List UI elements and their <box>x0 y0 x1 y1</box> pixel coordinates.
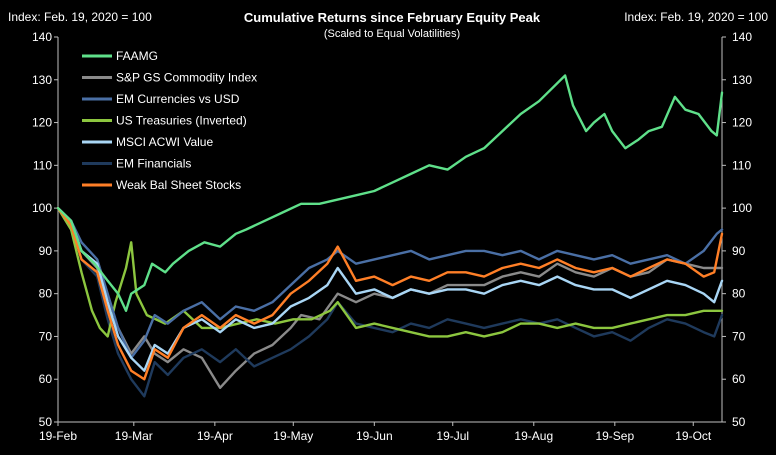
series-line-weak-bal-sheet-stocks <box>56 206 724 381</box>
series-line-faamg <box>56 74 724 312</box>
chart-subtitle: (Scaled to Equal Volatilities) <box>324 28 460 40</box>
x-tick-label: 19-Aug <box>514 429 553 443</box>
y-tick-label-left: 140 <box>32 30 52 44</box>
series-line-us-treasuries-inverted <box>56 206 724 338</box>
series-line-msci-acwi-value <box>56 206 724 372</box>
x-tick-label: 19-Oct <box>675 429 712 443</box>
axes: 50 50 60 60 70 70 80 80 90 90 100 100 110 110 120 120 13… <box>32 30 752 443</box>
y-tick-label-right: 50 <box>732 415 746 429</box>
y-tick-label-left: 110 <box>33 158 52 172</box>
legend-label: FAAMG <box>116 49 158 63</box>
x-tick-label: 19-Sep <box>595 429 634 443</box>
y-tick-label-right: 120 <box>732 116 752 130</box>
y-tick-label-left: 90 <box>39 244 53 258</box>
x-tick-label: 19-May <box>273 429 313 443</box>
x-tick-label: 19-Apr <box>197 429 233 443</box>
y-tick-label-left: 120 <box>32 116 52 130</box>
legend-label: EM Financials <box>116 157 191 171</box>
x-tick-label: 19-Jul <box>436 429 469 443</box>
chart-title: Cumulative Returns since February Equity… <box>244 10 541 25</box>
y-tick-label-right: 80 <box>732 287 746 301</box>
series-line-em-currencies-vs-usd <box>56 206 724 359</box>
legend-label: Weak Bal Sheet Stocks <box>116 178 241 192</box>
series-layer <box>56 74 724 398</box>
x-tick-label: 19-Feb <box>39 429 77 443</box>
y-tick-label-left: 80 <box>39 287 53 301</box>
y-tick-label-right: 110 <box>732 158 751 172</box>
y-tick-label-right: 70 <box>732 329 746 343</box>
y-tick-label-left: 100 <box>32 201 52 215</box>
series-line-s-p-gs-commodity-index <box>56 206 724 389</box>
y-tick-label-left: 130 <box>32 73 52 87</box>
y-tick-label-left: 70 <box>39 329 53 343</box>
y-tick-label-right: 60 <box>732 372 746 386</box>
legend-label: EM Currencies vs USD <box>116 92 240 106</box>
y-tick-label-right: 140 <box>732 30 752 44</box>
series-line-em-financials <box>56 206 724 398</box>
left-axis-note: Index: Feb. 19, 2020 = 100 <box>8 10 152 24</box>
legend-label: MSCI ACWI Value <box>116 135 213 149</box>
y-tick-label-right: 130 <box>732 73 752 87</box>
y-tick-label-right: 100 <box>732 201 752 215</box>
legend-label: S&P GS Commodity Index <box>116 71 257 85</box>
y-tick-label-left: 50 <box>39 415 53 429</box>
x-tick-label: 19-Jun <box>356 429 393 443</box>
legend-label: US Treasuries (Inverted) <box>116 114 247 128</box>
legend: FAAMG S&P GS Commodity Index EM Currencies… <box>82 49 257 192</box>
right-axis-note: Index: Feb. 19, 2020 = 100 <box>624 10 768 24</box>
y-tick-label-left: 60 <box>39 372 53 386</box>
x-tick-label: 19-Mar <box>115 429 153 443</box>
y-tick-label-right: 90 <box>732 244 746 258</box>
